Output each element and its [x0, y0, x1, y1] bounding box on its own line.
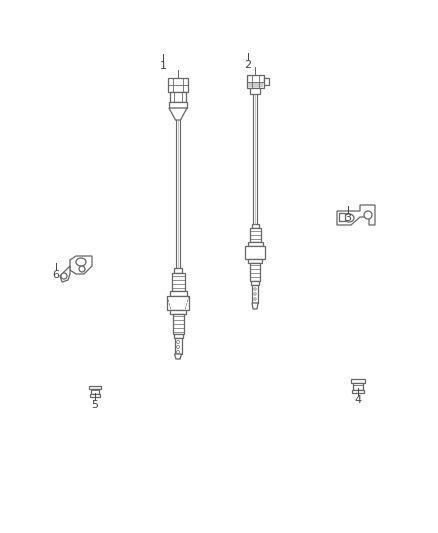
Bar — [250, 88, 260, 94]
Text: 3: 3 — [345, 213, 352, 223]
Bar — [168, 78, 188, 92]
Bar — [352, 390, 364, 393]
Bar — [252, 285, 258, 303]
Bar — [250, 228, 261, 242]
Bar — [251, 224, 258, 228]
Ellipse shape — [344, 214, 354, 222]
Circle shape — [254, 288, 256, 290]
Bar — [351, 379, 365, 383]
Polygon shape — [264, 78, 268, 85]
Bar — [251, 281, 259, 285]
Bar — [170, 310, 186, 314]
Text: 1: 1 — [159, 61, 166, 71]
Polygon shape — [337, 205, 375, 225]
Circle shape — [177, 345, 180, 349]
Circle shape — [254, 298, 256, 300]
Text: 2: 2 — [244, 60, 251, 70]
Bar — [174, 268, 182, 273]
Bar — [169, 102, 187, 108]
Bar — [339, 213, 345, 221]
Circle shape — [79, 266, 85, 272]
Bar — [247, 82, 262, 87]
Text: 6: 6 — [53, 270, 60, 280]
Text: 5: 5 — [92, 400, 99, 410]
Bar — [170, 92, 186, 102]
Polygon shape — [60, 266, 70, 282]
Bar — [174, 338, 181, 354]
Circle shape — [254, 293, 256, 295]
Text: 4: 4 — [354, 395, 361, 405]
Polygon shape — [169, 108, 187, 120]
Bar — [89, 386, 101, 389]
Bar — [248, 259, 262, 263]
Bar — [245, 246, 265, 259]
Bar — [353, 383, 363, 390]
Bar — [172, 273, 184, 291]
Circle shape — [61, 273, 67, 279]
Bar — [250, 263, 260, 281]
Polygon shape — [70, 256, 92, 274]
Bar — [170, 291, 187, 296]
Ellipse shape — [76, 258, 86, 266]
Bar — [167, 296, 189, 310]
Polygon shape — [252, 303, 258, 309]
Circle shape — [364, 211, 372, 219]
Bar — [91, 389, 99, 394]
Bar — [90, 394, 100, 397]
Circle shape — [177, 351, 180, 353]
Bar — [247, 75, 264, 88]
Bar — [247, 242, 262, 246]
Circle shape — [177, 341, 180, 343]
Bar — [173, 334, 183, 338]
Bar — [173, 314, 184, 334]
Polygon shape — [174, 354, 181, 359]
